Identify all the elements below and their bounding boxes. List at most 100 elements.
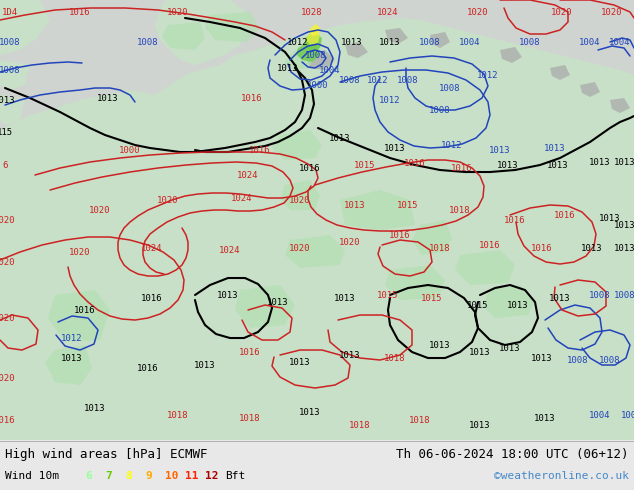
Text: 1016: 1016 bbox=[242, 94, 262, 102]
Polygon shape bbox=[48, 290, 110, 342]
Text: 1008: 1008 bbox=[339, 75, 361, 84]
Polygon shape bbox=[455, 250, 515, 285]
Text: 1004: 1004 bbox=[621, 411, 634, 419]
Text: 1020: 1020 bbox=[551, 7, 573, 17]
Text: 1015: 1015 bbox=[467, 300, 489, 310]
Text: 1004: 1004 bbox=[589, 411, 611, 419]
Text: 1000: 1000 bbox=[119, 146, 141, 154]
Text: 1020: 1020 bbox=[89, 205, 111, 215]
Polygon shape bbox=[296, 42, 320, 62]
Text: 1013: 1013 bbox=[581, 244, 603, 252]
Text: 1020: 1020 bbox=[0, 258, 16, 267]
Text: 1013: 1013 bbox=[429, 341, 451, 349]
Polygon shape bbox=[0, 0, 50, 55]
Text: 1013: 1013 bbox=[499, 343, 521, 352]
Text: High wind areas [hPa] ECMWF: High wind areas [hPa] ECMWF bbox=[5, 447, 207, 461]
Polygon shape bbox=[305, 50, 335, 70]
Text: 1013: 1013 bbox=[614, 220, 634, 229]
Text: 1028: 1028 bbox=[301, 7, 323, 17]
Text: 1013: 1013 bbox=[289, 358, 311, 367]
Polygon shape bbox=[0, 60, 30, 90]
Polygon shape bbox=[155, 0, 250, 65]
Text: 1008: 1008 bbox=[305, 50, 327, 59]
Polygon shape bbox=[162, 22, 205, 50]
Text: 1020: 1020 bbox=[69, 247, 91, 256]
Text: 6: 6 bbox=[85, 471, 92, 481]
Text: 1012: 1012 bbox=[367, 75, 389, 84]
Polygon shape bbox=[0, 95, 25, 125]
Polygon shape bbox=[0, 0, 634, 440]
Text: 1018: 1018 bbox=[450, 205, 471, 215]
Text: 1008: 1008 bbox=[398, 75, 418, 84]
Text: 1016: 1016 bbox=[451, 164, 473, 172]
Text: 1024: 1024 bbox=[219, 245, 241, 254]
Text: 6: 6 bbox=[3, 161, 8, 170]
Text: 1020: 1020 bbox=[157, 196, 179, 204]
Text: Th 06-06-2024 18:00 UTC (06+12): Th 06-06-2024 18:00 UTC (06+12) bbox=[396, 447, 629, 461]
Text: 1013: 1013 bbox=[344, 200, 366, 210]
Text: 1016: 1016 bbox=[239, 347, 261, 357]
Text: 1018: 1018 bbox=[384, 353, 406, 363]
Text: 1015: 1015 bbox=[354, 161, 376, 170]
Text: 1008: 1008 bbox=[419, 38, 441, 47]
Text: 1013: 1013 bbox=[489, 146, 511, 154]
Text: 8: 8 bbox=[125, 471, 132, 481]
Text: 1024: 1024 bbox=[377, 7, 399, 17]
Text: 1015: 1015 bbox=[398, 200, 418, 210]
Text: 1013: 1013 bbox=[217, 291, 239, 299]
Text: Wind 10m: Wind 10m bbox=[5, 471, 59, 481]
Text: 1013: 1013 bbox=[379, 38, 401, 47]
Text: 1008: 1008 bbox=[0, 66, 21, 74]
Text: 1012: 1012 bbox=[441, 141, 463, 149]
Text: 1008: 1008 bbox=[519, 38, 541, 47]
Text: Bft: Bft bbox=[225, 471, 245, 481]
Text: 1013: 1013 bbox=[339, 350, 361, 360]
Text: 1016: 1016 bbox=[531, 244, 553, 252]
Polygon shape bbox=[280, 180, 320, 210]
Polygon shape bbox=[482, 285, 535, 318]
Polygon shape bbox=[265, 55, 295, 90]
Text: 1013: 1013 bbox=[0, 96, 16, 104]
Text: 1016: 1016 bbox=[404, 158, 426, 168]
Polygon shape bbox=[610, 98, 630, 113]
Text: 1008: 1008 bbox=[439, 83, 461, 93]
Polygon shape bbox=[0, 18, 634, 440]
Text: 1020: 1020 bbox=[601, 7, 623, 17]
Text: 1018: 1018 bbox=[349, 420, 371, 430]
Polygon shape bbox=[500, 47, 522, 63]
Text: 7: 7 bbox=[105, 471, 112, 481]
Text: 1016: 1016 bbox=[69, 7, 91, 17]
Text: 1016: 1016 bbox=[479, 241, 501, 249]
Text: 1020: 1020 bbox=[339, 238, 361, 246]
Polygon shape bbox=[235, 285, 295, 328]
Text: 11: 11 bbox=[185, 471, 198, 481]
Text: 1013: 1013 bbox=[97, 94, 119, 102]
Text: 1020: 1020 bbox=[0, 314, 16, 322]
Polygon shape bbox=[550, 65, 570, 80]
Text: 1020: 1020 bbox=[467, 7, 489, 17]
Text: 1013: 1013 bbox=[614, 157, 634, 167]
Polygon shape bbox=[305, 33, 322, 52]
Text: 1013: 1013 bbox=[384, 144, 406, 152]
Text: 1015: 1015 bbox=[377, 291, 399, 299]
Text: 1008: 1008 bbox=[589, 291, 611, 299]
Text: 1016: 1016 bbox=[554, 211, 576, 220]
Polygon shape bbox=[385, 28, 408, 44]
Text: 1013: 1013 bbox=[599, 214, 621, 222]
Text: 9: 9 bbox=[145, 471, 152, 481]
Text: 1013: 1013 bbox=[549, 294, 571, 302]
Text: 1020: 1020 bbox=[167, 7, 189, 17]
Text: 1008: 1008 bbox=[0, 38, 21, 47]
Text: 1016: 1016 bbox=[249, 146, 271, 154]
Text: 1013: 1013 bbox=[299, 408, 321, 416]
Text: 1024: 1024 bbox=[141, 244, 163, 252]
Text: 1013: 1013 bbox=[614, 244, 634, 252]
Text: 1008: 1008 bbox=[614, 291, 634, 299]
Text: 1008: 1008 bbox=[429, 105, 451, 115]
Text: 1013: 1013 bbox=[341, 38, 363, 47]
Text: 1016: 1016 bbox=[389, 230, 411, 240]
Polygon shape bbox=[285, 235, 345, 268]
Text: 1000: 1000 bbox=[307, 80, 329, 90]
Polygon shape bbox=[248, 72, 268, 92]
Text: 1013: 1013 bbox=[589, 157, 611, 167]
